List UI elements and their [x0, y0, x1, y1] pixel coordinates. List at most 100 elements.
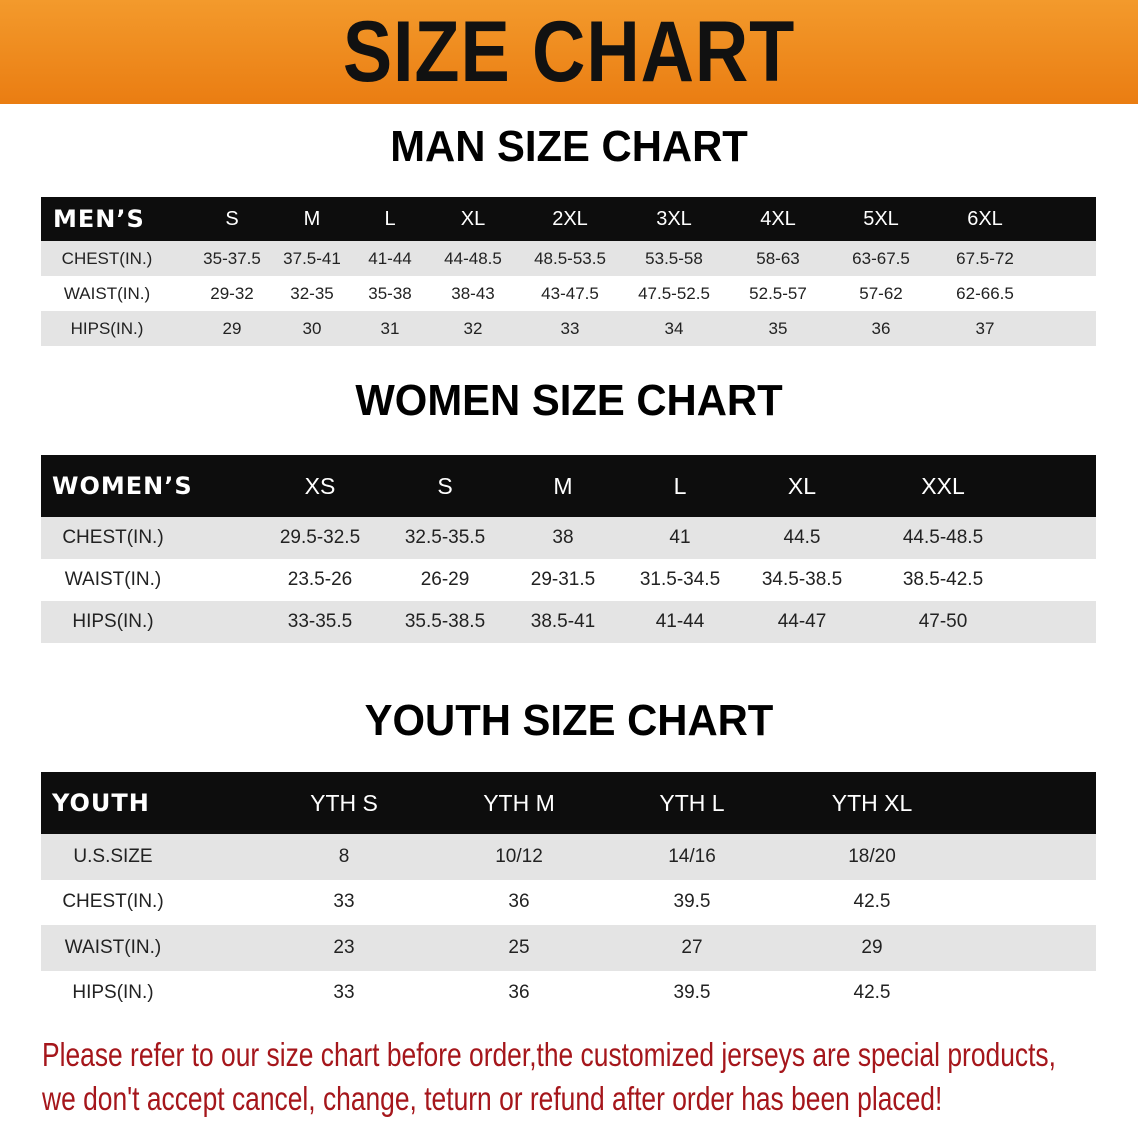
- table-row: HIPS(IN.) 33-35.5 35.5-38.5 38.5-41 41-44 44-…: [41, 601, 1096, 643]
- size-column-header: 3XL: [656, 207, 692, 230]
- size-column-header: YTH XL: [831, 789, 913, 816]
- men-section-title: MAN SIZE CHART: [390, 122, 748, 171]
- row-label: CHEST(IN.): [62, 527, 164, 548]
- table-cell: 36: [508, 891, 530, 913]
- row-label: HIPS(IN.): [72, 982, 154, 1004]
- table-cell: 33-35.5: [287, 611, 353, 632]
- table-cell: 29-32: [210, 283, 254, 303]
- row-label: HIPS(IN.): [72, 611, 154, 632]
- table-cell: 38: [552, 527, 574, 548]
- table-cell: 41-44: [655, 611, 705, 632]
- table-cell: 23.5-26: [287, 569, 353, 590]
- table-row: WAIST(IN.) 23 25 27 29: [41, 925, 1096, 971]
- table-cell: 38-43: [451, 283, 495, 303]
- table-row: HIPS(IN.) 29 30 31 32 33 34 35 36 37: [41, 311, 1096, 346]
- size-column-header: M: [303, 207, 321, 230]
- table-header-label: YOUTH: [52, 789, 150, 817]
- table-cell: 35-37.5: [203, 248, 261, 268]
- row-label: WAIST(IN.): [64, 936, 162, 958]
- youth-header-row: YOUTH YTH S YTH M YTH L YTH XL: [41, 772, 1096, 834]
- table-row: WAIST(IN.) 23.5-26 26-29 29-31.5 31.5-34.5 34…: [41, 559, 1096, 601]
- size-column-header: S: [225, 207, 239, 230]
- table-row: CHEST(IN.) 35-37.5 37.5-41 41-44 44-48.5 48.5…: [41, 241, 1096, 276]
- youth-section-title: YOUTH SIZE CHART: [364, 696, 774, 745]
- size-column-header: 6XL: [967, 207, 1003, 230]
- size-column-header: 5XL: [863, 207, 899, 230]
- table-cell: 47.5-52.5: [638, 283, 710, 303]
- table-cell: 47-50: [918, 611, 968, 632]
- row-label: WAIST(IN.): [63, 283, 151, 303]
- table-cell: 38.5-42.5: [902, 569, 984, 590]
- table-cell: 29: [861, 936, 883, 958]
- table-cell: 29.5-32.5: [279, 527, 361, 548]
- table-cell: 31: [380, 318, 400, 338]
- table-cell: 44.5-48.5: [902, 527, 984, 548]
- women-header-row: WOMEN’S XS S M L XL XXL: [41, 455, 1096, 517]
- table-cell: 44-47: [777, 611, 827, 632]
- table-cell: 10/12: [495, 845, 543, 867]
- table-cell: 44.5: [783, 527, 821, 548]
- table-cell: 27: [681, 936, 703, 958]
- row-label: WAIST(IN.): [64, 569, 162, 590]
- table-cell: 25: [508, 936, 530, 958]
- size-column-header: YTH S: [310, 789, 378, 816]
- table-header-label: MEN’S: [53, 205, 145, 233]
- table-cell: 53.5-58: [645, 248, 703, 268]
- table-cell: 29-31.5: [530, 569, 596, 590]
- table-cell: 44-48.5: [444, 248, 502, 268]
- table-cell: 39.5: [673, 891, 711, 913]
- table-cell: 32.5-35.5: [404, 527, 486, 548]
- table-cell: 29: [222, 318, 242, 338]
- table-cell: 63-67.5: [852, 248, 910, 268]
- table-cell: 38.5-41: [530, 611, 596, 632]
- table-cell: 42.5: [853, 982, 891, 1004]
- notice-line-2: we don't accept cancel, change, teturn o…: [42, 1080, 943, 1117]
- men-header-row: MEN’S S M L XL 2XL 3XL 4XL 5XL 6XL: [41, 197, 1096, 241]
- banner-title: SIZE CHART: [342, 4, 796, 100]
- size-column-header: 4XL: [760, 207, 796, 230]
- table-cell: 34.5-38.5: [761, 569, 843, 590]
- row-label: U.S.SIZE: [73, 845, 153, 867]
- row-label: HIPS(IN.): [70, 318, 144, 338]
- row-label: CHEST(IN.): [62, 891, 164, 913]
- table-cell: 34: [664, 318, 684, 338]
- table-cell: 33: [333, 982, 355, 1004]
- table-header-label: WOMEN’S: [52, 472, 193, 500]
- size-column-header: YTH M: [483, 789, 555, 816]
- row-label: CHEST(IN.): [61, 248, 153, 268]
- table-cell: 37: [975, 318, 995, 338]
- table-cell: 52.5-57: [749, 283, 807, 303]
- table-cell: 32: [463, 318, 483, 338]
- table-cell: 43-47.5: [541, 283, 599, 303]
- table-cell: 33: [333, 891, 355, 913]
- table-cell: 48.5-53.5: [534, 248, 606, 268]
- table-cell: 33: [560, 318, 580, 338]
- table-cell: 57-62: [859, 283, 903, 303]
- table-cell: 62-66.5: [956, 283, 1014, 303]
- table-cell: 14/16: [668, 845, 716, 867]
- table-cell: 35.5-38.5: [404, 611, 486, 632]
- table-row: CHEST(IN.) 33 36 39.5 42.5: [41, 879, 1096, 925]
- table-row: HIPS(IN.) 33 36 39.5 42.5: [41, 970, 1096, 1016]
- banner: SIZE CHART: [0, 0, 1138, 104]
- size-column-header: XL: [460, 207, 486, 230]
- table-cell: 23: [333, 936, 355, 958]
- size-column-header: L: [673, 472, 687, 499]
- table-cell: 18/20: [848, 845, 896, 867]
- table-cell: 36: [508, 982, 530, 1004]
- table-cell: 37.5-41: [283, 248, 341, 268]
- women-section-title: WOMEN SIZE CHART: [355, 376, 783, 425]
- table-cell: 39.5: [673, 982, 711, 1004]
- table-cell: 32-35: [290, 283, 334, 303]
- table-cell: 31.5-34.5: [639, 569, 721, 590]
- size-column-header: YTH L: [659, 789, 725, 816]
- table-cell: 35-38: [368, 283, 412, 303]
- table-cell: 41-44: [368, 248, 412, 268]
- table-row: WAIST(IN.) 29-32 32-35 35-38 38-43 43-47.5 47.…: [41, 276, 1096, 311]
- size-column-header: XL: [787, 472, 817, 499]
- size-column-header: 2XL: [552, 207, 588, 230]
- table-cell: 35: [768, 318, 788, 338]
- size-column-header: M: [553, 472, 573, 499]
- table-row: CHEST(IN.) 29.5-32.5 32.5-35.5 38 41 44.5 44.5…: [41, 517, 1096, 559]
- table-cell: 8: [338, 845, 350, 867]
